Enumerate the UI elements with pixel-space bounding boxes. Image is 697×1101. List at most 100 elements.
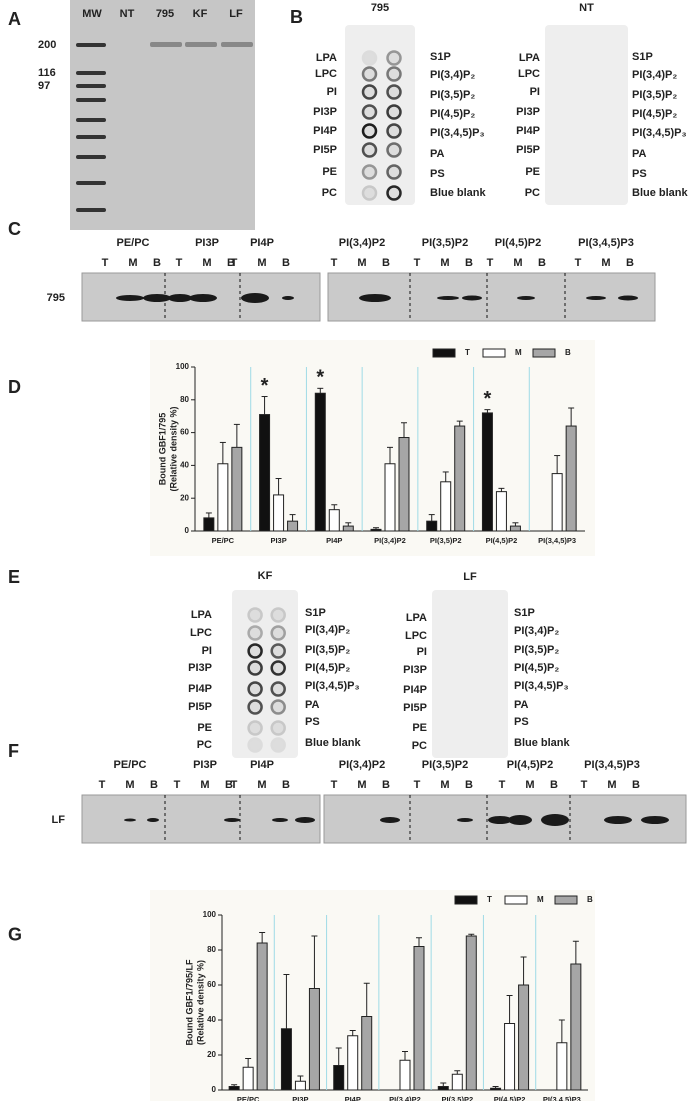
lipid-label: PI <box>327 86 337 98</box>
lane-band <box>185 42 217 47</box>
bar <box>256 942 268 1091</box>
lane-label: M <box>125 779 134 791</box>
bar <box>347 1035 359 1091</box>
y-tick-label: 0 <box>185 526 190 535</box>
lane-label: T <box>331 257 338 269</box>
lipid-label: LPC <box>190 627 212 639</box>
legend-swatch <box>532 348 556 358</box>
y-tick-label: 0 <box>212 1085 217 1094</box>
blot-membrane <box>432 590 508 758</box>
bar <box>314 392 326 532</box>
lane-label: B <box>465 779 473 791</box>
bar <box>308 988 320 1091</box>
bar <box>495 491 507 532</box>
bar <box>426 520 438 532</box>
protein-band <box>189 294 217 302</box>
lipid-label: PI(3,4)P₂ <box>514 625 559 637</box>
lipid-label: PI(3,5)P₂ <box>632 89 677 101</box>
lipid-spot <box>270 699 286 715</box>
protein-band <box>618 295 638 301</box>
lipid-label: PE <box>412 722 427 734</box>
lane-label: T <box>102 257 109 269</box>
x-tick-label: PI(4,5)P2 <box>494 1095 526 1101</box>
gel <box>70 0 255 230</box>
bar <box>504 1023 516 1091</box>
lipid-spot <box>270 660 286 676</box>
ladder-band <box>76 98 106 102</box>
bar <box>328 509 340 532</box>
lipid-header: PI(4,5)P2 <box>495 237 541 249</box>
protein-band <box>143 294 171 302</box>
bar <box>437 1086 449 1091</box>
bar <box>440 481 452 532</box>
lane-label: M <box>357 779 366 791</box>
lipid-spot <box>361 164 378 180</box>
panel-letter: B <box>290 7 303 27</box>
panel-letter: E <box>8 567 20 587</box>
lipid-header: PE/PC <box>116 237 149 249</box>
bar <box>465 935 477 1091</box>
lane-label: T <box>581 779 588 791</box>
lipid-spot <box>386 142 402 158</box>
lipid-label: PI <box>530 86 540 98</box>
blot-title: KF <box>258 570 273 582</box>
lipid-header: PI(3,5)P2 <box>422 237 468 249</box>
lane-label: LF <box>229 8 243 20</box>
marker-label: 97 <box>38 80 50 92</box>
lane-band <box>221 42 253 47</box>
lipid-label: Blue blank <box>632 187 689 199</box>
lane-label: B <box>153 257 161 269</box>
lane-label: B <box>282 257 290 269</box>
lipid-label: PS <box>514 716 529 728</box>
bar <box>280 1028 292 1091</box>
lipid-spot <box>270 720 286 736</box>
bar <box>287 520 299 532</box>
bar <box>384 463 396 532</box>
lipid-label: PI(4,5)P₂ <box>514 662 559 674</box>
blot-membrane <box>345 25 415 205</box>
lipid-spot <box>270 737 286 753</box>
lipid-label: LPA <box>406 612 427 624</box>
lane-label: B <box>150 779 158 791</box>
lane-label: T <box>331 779 338 791</box>
lipid-spot <box>247 699 263 715</box>
legend-swatch <box>482 348 506 358</box>
ladder-band <box>76 71 106 75</box>
blot-membrane <box>232 590 298 758</box>
x-tick-label: PI(4,5)P2 <box>486 536 518 545</box>
lane-label: T <box>99 779 106 791</box>
lipid-spot <box>361 66 378 82</box>
lipid-label: PI3P <box>403 664 427 676</box>
legend-label: M <box>515 348 522 357</box>
lipid-spot <box>386 104 402 120</box>
lipid-label: PI(3,4)P₂ <box>632 69 677 81</box>
lane-label: B <box>538 257 546 269</box>
lipid-header: PI(3,4,5)P3 <box>578 237 634 249</box>
lane-label: B <box>227 257 235 269</box>
y-axis-label: (Relative density %) <box>168 406 178 491</box>
blot-title: NT <box>579 2 594 14</box>
legend-label: B <box>565 348 571 357</box>
lipid-label: PI3P <box>516 106 540 118</box>
y-tick-label: 100 <box>203 910 217 919</box>
lipid-spot <box>361 123 378 139</box>
lane-label: B <box>382 779 390 791</box>
lipid-spot <box>247 625 263 641</box>
x-tick-label: PI(3,5)P2 <box>441 1095 473 1101</box>
protein-band <box>380 817 400 823</box>
lipid-label: PC <box>322 187 337 199</box>
lipid-label: S1P <box>632 51 653 63</box>
chart-background <box>150 340 595 556</box>
y-tick-label: 60 <box>180 428 189 437</box>
lipid-label: PA <box>305 699 320 711</box>
x-tick-label: PE/PC <box>237 1095 260 1101</box>
lipid-label: PI(4,5)P₂ <box>632 108 677 120</box>
lipid-label: PI5P <box>516 144 540 156</box>
lane-label: M <box>257 779 266 791</box>
bar <box>399 1059 411 1091</box>
x-tick-label: PI3P <box>292 1095 308 1101</box>
x-tick-label: PI4P <box>326 536 342 545</box>
lane-label: NT <box>120 8 135 20</box>
bar <box>518 984 530 1091</box>
lane-label: B <box>632 779 640 791</box>
